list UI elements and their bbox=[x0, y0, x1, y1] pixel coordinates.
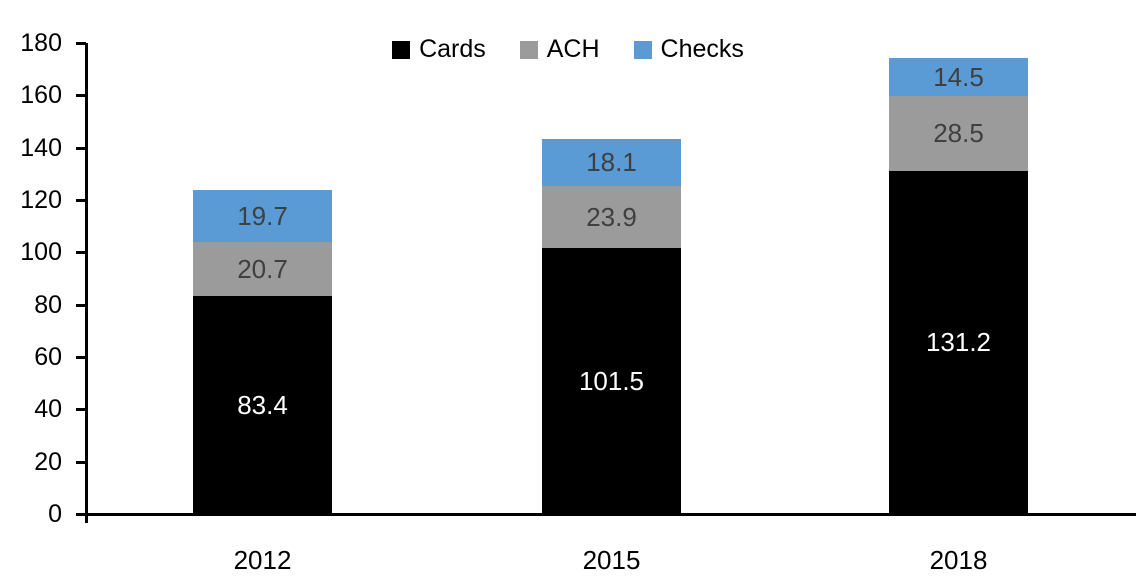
y-axis-tick-label: 60 bbox=[34, 343, 62, 371]
legend-swatch-icon bbox=[633, 40, 652, 59]
bar-segment-checks-2018: 14.5 bbox=[889, 58, 1028, 97]
y-axis-tick-label: 40 bbox=[34, 395, 62, 423]
bar-value-label: 131.2 bbox=[925, 327, 992, 358]
x-axis-category-label: 2018 bbox=[929, 545, 988, 575]
legend-swatch-icon bbox=[392, 40, 411, 59]
bar-segment-checks-2015: 18.1 bbox=[542, 138, 681, 186]
y-axis-tick bbox=[76, 408, 86, 411]
legend-swatch-icon bbox=[519, 40, 538, 59]
x-axis-category-label: 2015 bbox=[582, 545, 641, 575]
y-axis-tick bbox=[76, 513, 86, 516]
bar-segment-checks-2012: 19.7 bbox=[193, 190, 332, 242]
y-axis-tick-label: 100 bbox=[20, 238, 62, 266]
legend-item-ach: ACH bbox=[519, 35, 600, 63]
legend-label: Checks bbox=[660, 35, 744, 63]
bar-segment-ach-2015: 23.9 bbox=[542, 185, 681, 249]
y-axis-line bbox=[85, 43, 88, 523]
y-axis-tick bbox=[76, 251, 86, 254]
y-axis-tick bbox=[76, 199, 86, 202]
x-axis-category-label: 2012 bbox=[233, 545, 292, 575]
y-axis-tick bbox=[76, 147, 86, 150]
bar-value-label: 101.5 bbox=[578, 366, 645, 397]
bar-segment-ach-2018: 28.5 bbox=[889, 96, 1028, 171]
y-axis-tick-label: 160 bbox=[20, 81, 62, 109]
legend-label: Cards bbox=[419, 35, 486, 63]
y-axis-tick-label: 80 bbox=[34, 291, 62, 319]
y-axis-tick bbox=[76, 304, 86, 307]
legend-label: ACH bbox=[546, 35, 600, 63]
legend-item-checks: Checks bbox=[633, 35, 744, 63]
y-axis-tick bbox=[76, 461, 86, 464]
y-axis-tick bbox=[76, 42, 86, 45]
bar-value-label: 23.9 bbox=[586, 202, 637, 233]
bar-value-label: 19.7 bbox=[237, 200, 288, 231]
bar-segment-cards-2012: 83.4 bbox=[193, 295, 332, 514]
bar-value-label: 18.1 bbox=[586, 147, 637, 178]
y-axis-tick-label: 140 bbox=[20, 134, 62, 162]
y-axis-tick bbox=[76, 94, 86, 97]
legend-item-cards: Cards bbox=[392, 37, 486, 62]
bar-segment-cards-2015: 101.5 bbox=[542, 248, 681, 514]
y-axis-tick bbox=[76, 356, 86, 359]
x-axis-line bbox=[76, 513, 1136, 516]
y-axis-tick-label: 120 bbox=[20, 186, 62, 214]
bar-value-label: 14.5 bbox=[933, 62, 984, 93]
bar-value-label: 28.5 bbox=[933, 118, 984, 149]
bar-segment-ach-2012: 20.7 bbox=[193, 241, 332, 296]
y-axis-tick-label: 180 bbox=[20, 29, 62, 57]
y-axis-tick-label: 20 bbox=[34, 448, 62, 476]
bar-value-label: 83.4 bbox=[237, 389, 288, 420]
bar-segment-cards-2018: 131.2 bbox=[889, 170, 1028, 514]
bar-value-label: 20.7 bbox=[237, 253, 288, 284]
y-axis-tick-label: 0 bbox=[48, 500, 62, 528]
